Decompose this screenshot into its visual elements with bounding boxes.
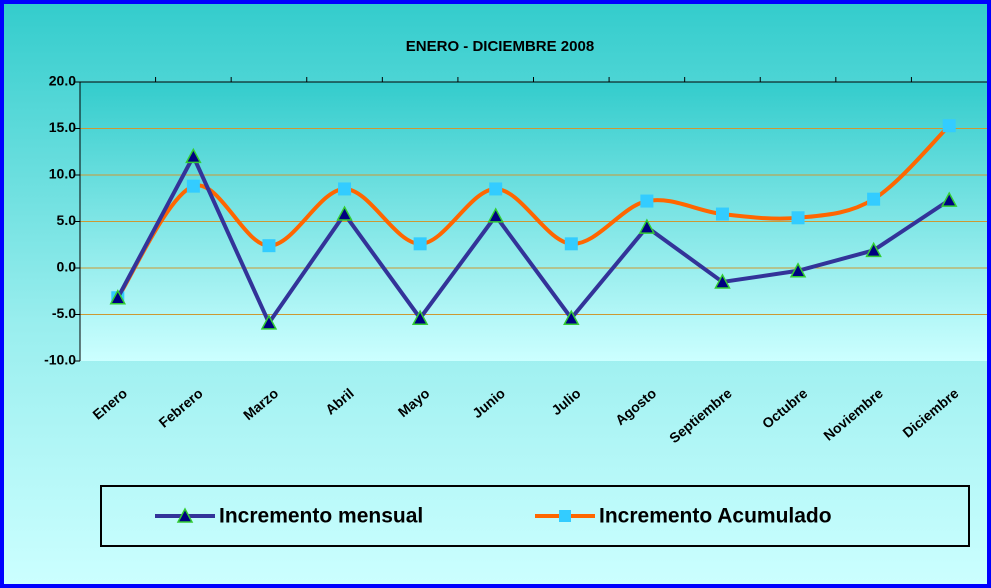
marker (186, 179, 200, 193)
marker (564, 237, 578, 251)
legend-label: Incremento mensual (219, 505, 423, 528)
y-tick-label: 5.0 (57, 212, 77, 228)
y-tick-label: 15.0 (49, 119, 76, 135)
legend-marker (559, 510, 571, 522)
y-tick-label: 10.0 (49, 166, 76, 182)
marker (260, 314, 278, 330)
marker (489, 182, 503, 196)
line (116, 151, 951, 327)
y-tick-label: 20.0 (49, 73, 76, 89)
marker (942, 119, 956, 133)
marker (791, 211, 805, 225)
marker (109, 289, 127, 305)
marker (789, 262, 807, 278)
marker (640, 194, 654, 208)
marker (867, 192, 881, 206)
marker (563, 309, 580, 325)
marker (487, 207, 504, 223)
marker (336, 205, 353, 221)
marker (715, 207, 729, 221)
chart-title: ENERO - DICIEMBRE 2008 (406, 38, 594, 55)
marker (714, 273, 731, 289)
marker (413, 237, 427, 251)
marker (338, 182, 352, 196)
marker (262, 239, 276, 253)
marker (940, 191, 958, 207)
marker (865, 241, 882, 258)
marker (411, 309, 429, 325)
legend-label: Incremento Acumulado (599, 505, 832, 528)
marker (638, 218, 656, 234)
marker (185, 147, 202, 164)
y-tick-label: -5.0 (52, 305, 76, 321)
y-tick-label: 0.0 (57, 259, 77, 275)
legend-marker (176, 507, 194, 523)
y-tick-label: -10.0 (44, 352, 76, 368)
legend (100, 485, 970, 547)
